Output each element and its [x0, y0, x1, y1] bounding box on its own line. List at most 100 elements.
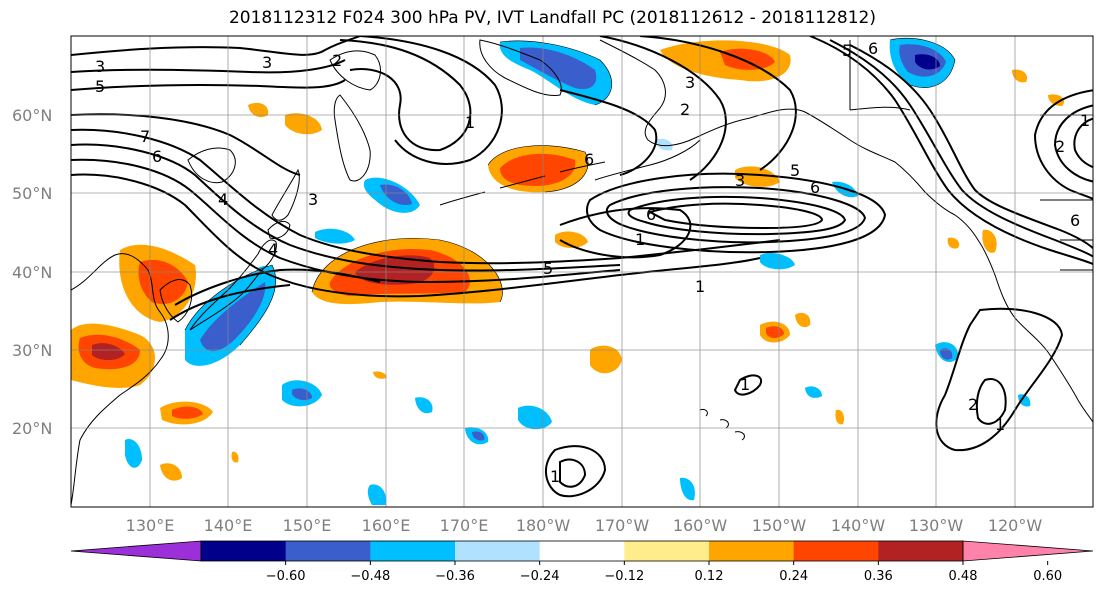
contour-label: 4	[218, 190, 228, 209]
contour-label: 1	[465, 113, 475, 132]
positive-anomaly	[735, 166, 780, 187]
latitude-labels: 60°N 50°N 40°N 30°N 20°N	[12, 106, 52, 438]
colorbar-tick-label: 0.60	[1033, 569, 1062, 584]
lat-label: 20°N	[12, 419, 52, 438]
colorbar: −0.60 −0.48 −0.36 −0.24 −0.12 0.12 0.24 0.36 0.4…	[70, 540, 1094, 584]
colorbar-tick-label: −0.60	[266, 569, 306, 584]
positive-anomaly	[500, 153, 576, 186]
negative-anomaly	[520, 47, 597, 90]
lat-label: 40°N	[12, 263, 52, 282]
positive-anomaly	[92, 343, 125, 361]
contour-label: 6	[646, 205, 656, 224]
negative-anomaly	[940, 348, 953, 360]
negative-anomaly	[915, 54, 940, 70]
contour-label: 2	[680, 100, 690, 119]
negative-anomaly	[125, 438, 142, 468]
contour-label: 3	[95, 57, 105, 76]
lon-label: 130°W	[909, 516, 964, 535]
colorbar-segment	[793, 541, 879, 561]
lon-label: 140°W	[831, 516, 886, 535]
contour-label: 6	[584, 150, 594, 169]
pv-contours	[71, 36, 1093, 498]
positive-anomaly	[947, 237, 960, 249]
positive-anomaly	[555, 231, 588, 248]
contour-label: 3	[262, 53, 272, 72]
lon-label: 120°W	[988, 516, 1043, 535]
lon-label: 170°E	[440, 516, 489, 535]
negative-anomaly	[805, 386, 822, 398]
contour-label: 6	[152, 147, 162, 166]
negative-anomaly	[472, 431, 485, 441]
colorbar-tick-label: 0.36	[864, 569, 893, 584]
negative-anomaly	[380, 184, 412, 206]
negative-anomaly	[367, 484, 387, 505]
contour-label: 1	[550, 467, 560, 486]
longitude-labels: 130°E 140°E 150°E 160°E 170°E 180°W 170°…	[126, 516, 1043, 535]
contour-label: 5	[842, 41, 852, 60]
contour-label: 3	[308, 190, 318, 209]
colorbar-extend-high	[962, 540, 1094, 562]
positive-anomaly	[766, 326, 784, 339]
colorbar-segment	[201, 541, 287, 561]
positive-anomaly	[1048, 94, 1065, 106]
positive-anomaly	[231, 451, 239, 463]
colorbar-segment	[285, 541, 371, 561]
negative-anomaly	[1018, 394, 1031, 407]
colorbar-segment	[370, 541, 456, 561]
contour-label: 6	[810, 178, 820, 197]
contour-label: 2	[1055, 137, 1065, 156]
contour-label: 5	[95, 77, 105, 96]
lon-label: 130°E	[126, 516, 175, 535]
positive-anomaly	[590, 345, 622, 374]
map-background	[71, 36, 1093, 507]
map-title: 2018112312 F024 300 hPa PV, IVT Landfall…	[228, 8, 876, 28]
negative-anomaly	[655, 138, 673, 151]
colorbar-tick-label: −0.36	[435, 569, 475, 584]
contour-label: 5	[790, 161, 800, 180]
positive-anomaly	[720, 48, 775, 70]
colorbar-segment	[709, 541, 795, 561]
contour-label: 1	[1080, 111, 1090, 130]
contour-label: 1	[995, 415, 1005, 434]
positive-anomaly	[373, 371, 387, 379]
colorbar-tick-label: 0.12	[695, 569, 724, 584]
positive-anomaly	[795, 312, 811, 328]
negative-anomaly	[315, 228, 355, 244]
contour-label: 2	[332, 51, 342, 70]
negative-anomaly	[200, 282, 266, 352]
positive-anomaly	[248, 102, 269, 118]
contour-label: 3	[685, 73, 695, 92]
contour-label: 4	[268, 240, 278, 259]
negative-anomaly	[415, 397, 433, 414]
lat-label: 60°N	[12, 106, 52, 125]
positive-anomaly	[160, 463, 182, 481]
colorbar-outline	[200, 540, 964, 562]
contour-label: 7	[140, 127, 150, 146]
lon-label: 150°W	[752, 516, 807, 535]
contour-label: 1	[695, 277, 705, 296]
negative-anomaly	[680, 477, 695, 501]
contour-label: 1	[635, 230, 645, 249]
negative-anomaly	[760, 253, 795, 270]
positive-anomaly	[355, 255, 435, 285]
colorbar-segment	[455, 541, 541, 561]
negative-anomaly	[518, 405, 552, 430]
colorbar-tick-label: −0.12	[604, 569, 644, 584]
lon-label: 170°W	[595, 516, 650, 535]
colorbar-segment	[624, 541, 710, 561]
contour-labels: 3 5 3 2 7 6 4 4 3 1 5 1 6 5 3 6 1 2 3 5 …	[95, 39, 1090, 486]
contour-label: 6	[868, 39, 878, 58]
lat-label: 30°N	[12, 341, 52, 360]
colorbar-tick-label: −0.48	[350, 569, 390, 584]
positive-anomaly	[1012, 69, 1028, 83]
colorbar-segment	[539, 541, 625, 561]
colorbar-tick-label: 0.24	[779, 569, 808, 584]
contour-label: 6	[1070, 211, 1080, 230]
map-frame	[70, 35, 1094, 508]
positive-anomaly	[172, 406, 203, 419]
lon-label: 180°W	[516, 516, 571, 535]
contour-label: 3	[735, 171, 745, 190]
colorbar-segment	[878, 541, 964, 561]
colorbar-tick-label: 0.48	[949, 569, 978, 584]
